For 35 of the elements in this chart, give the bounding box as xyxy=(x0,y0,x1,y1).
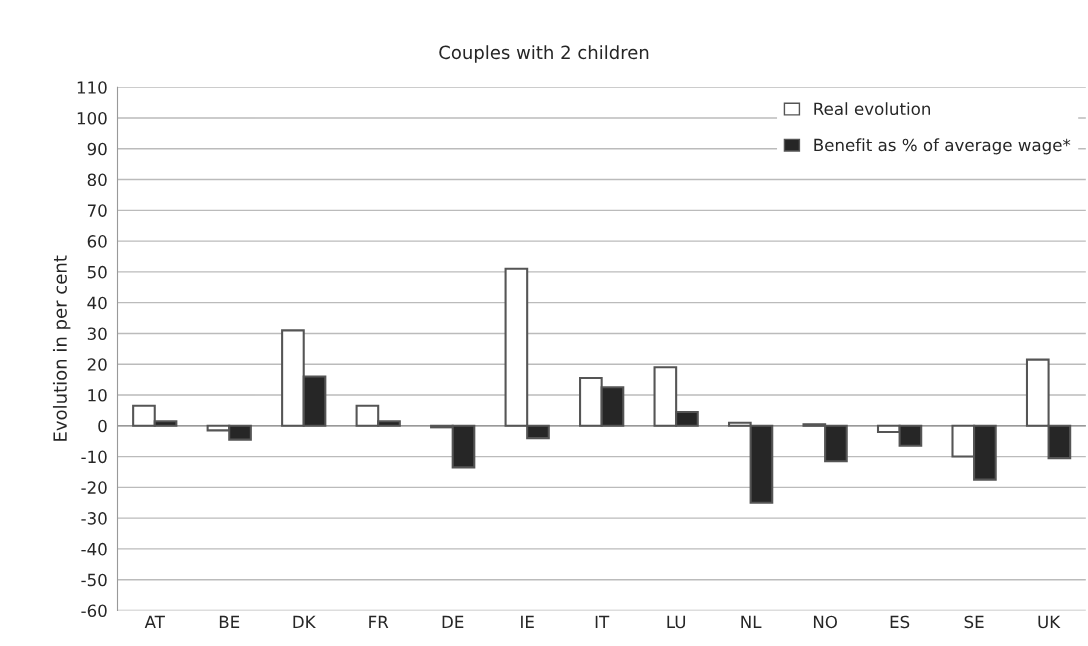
y-tick-label: -50 xyxy=(81,573,107,587)
y-tick-label: -60 xyxy=(81,604,107,618)
y-tick-label: 80 xyxy=(87,173,107,187)
y-tick-label: -20 xyxy=(81,481,107,494)
x-tick-label: FR xyxy=(369,615,389,628)
y-tick-label: -30 xyxy=(81,512,107,525)
x-tick-label: SE xyxy=(964,615,984,629)
chart-title: Couples with 2 children xyxy=(439,45,649,63)
x-tick-label: BE xyxy=(219,615,240,628)
legend-label: Benefit as % of average wage* xyxy=(814,138,1071,155)
x-tick-label: IT xyxy=(595,615,610,628)
y-axis-title: Evolution in per cent xyxy=(52,255,71,441)
y-tick-label: 70 xyxy=(87,204,107,217)
x-tick-label: NL xyxy=(741,615,762,628)
y-tick-label: 110 xyxy=(77,81,107,94)
x-tick-label: AT xyxy=(144,615,165,628)
y-tick-label: 90 xyxy=(87,142,107,156)
y-tick-label: -10 xyxy=(81,450,107,464)
x-tick-label: DE xyxy=(442,615,464,628)
y-tick-label: 20 xyxy=(87,358,107,371)
x-tick-label: DK xyxy=(293,615,316,628)
y-tick-label: -40 xyxy=(81,542,107,556)
y-tick-label: 0 xyxy=(98,419,107,433)
y-tick-label: 100 xyxy=(77,111,107,125)
y-tick-label: 30 xyxy=(87,327,107,341)
x-tick-label: LU xyxy=(667,615,686,629)
y-tick-label: 40 xyxy=(87,296,107,310)
y-tick-label: 60 xyxy=(87,235,107,248)
y-tick-label: 50 xyxy=(87,265,107,279)
legend-label: Real evolution xyxy=(814,102,930,116)
x-tick-label: NO xyxy=(813,615,837,629)
x-tick-label: UK xyxy=(1038,615,1061,629)
x-tick-label: IE xyxy=(521,615,534,628)
x-tick-label: ES xyxy=(890,615,910,629)
y-tick-label: 10 xyxy=(88,388,107,402)
